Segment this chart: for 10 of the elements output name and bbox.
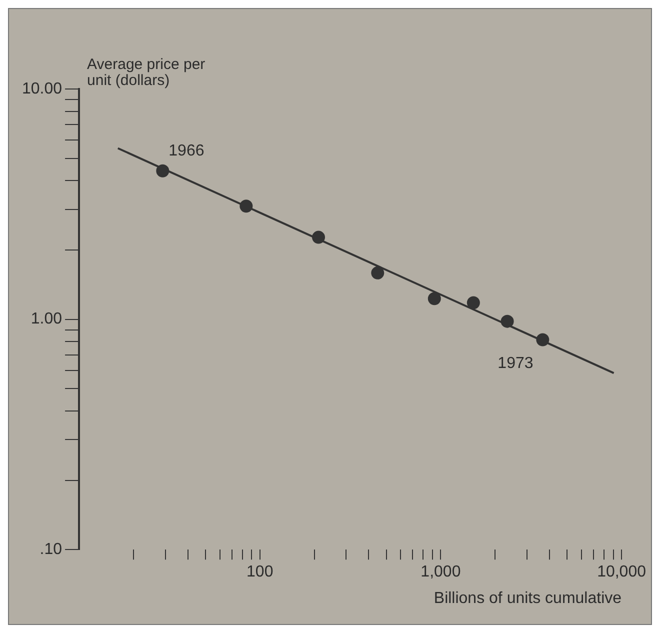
- annotation: 1973: [498, 355, 534, 372]
- x-tick-label: 10,000: [597, 564, 646, 581]
- x-axis-title: Billions of units cumulative: [434, 590, 622, 607]
- y-tick-label: 1.00: [30, 310, 62, 328]
- x-tick-label: 100: [246, 564, 274, 581]
- x-tick-label: 1,000: [420, 564, 461, 581]
- annotation: 1966: [168, 142, 204, 160]
- y-axis-title: Average price per unit (dollars): [87, 56, 206, 89]
- y-tick-label: .10: [40, 541, 62, 558]
- y-tick-label: 10.00: [22, 80, 62, 98]
